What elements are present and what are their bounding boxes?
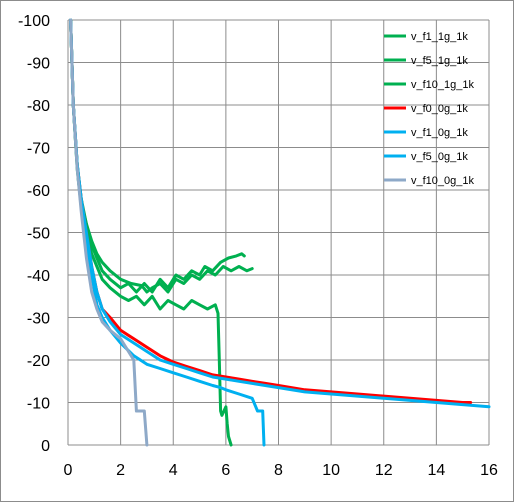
x-tick-label: 0 [64, 462, 73, 479]
y-tick-label: -10 [27, 396, 50, 413]
legend-entry: v_f5_0g_1k [384, 151, 468, 163]
y-tick-label: -70 [27, 141, 50, 158]
legend-label: v_f5_1g_1k [411, 55, 468, 67]
x-tick-label: 8 [274, 462, 283, 479]
y-tick-label: 0 [41, 438, 50, 455]
legend-entry: v_f10_0g_1k [384, 175, 474, 187]
x-tick-label: 12 [375, 462, 393, 479]
series-line-v-f10-1g-1k [69, 18, 233, 447]
legend-label: v_f1_1g_1k [411, 31, 468, 43]
y-tick-label: -20 [27, 353, 50, 370]
legend-label: v_f5_0g_1k [411, 151, 468, 163]
legend-entry: v_f1_0g_1k [384, 127, 468, 139]
series-lines [69, 18, 491, 447]
series-line-v-f5-1g-1k [69, 18, 246, 294]
legend-entry: v_f1_1g_1k [384, 31, 468, 43]
legend-label: v_f0_0g_1k [411, 103, 468, 115]
y-tick-label: -100 [18, 13, 50, 30]
x-tick-label: 2 [116, 462, 125, 479]
x-tick-label: 6 [221, 462, 230, 479]
x-tick-label: 4 [169, 462, 178, 479]
legend-label: v_f10_1g_1k [411, 79, 474, 91]
y-tick-label: -80 [27, 98, 50, 115]
y-tick-label: -60 [27, 183, 50, 200]
legend-label: v_f1_0g_1k [411, 127, 468, 139]
legend-entry: v_f10_1g_1k [384, 79, 474, 91]
x-tick-label: 16 [480, 462, 498, 479]
x-tick-label: 14 [427, 462, 445, 479]
legend: v_f1_1g_1k v_f5_1g_1k v_f10_1g_1k v_f0_0g_1… [384, 31, 474, 187]
legend-entry: v_f5_1g_1k [384, 55, 468, 67]
axes [67, 20, 489, 446]
tick-labels: 0 2 4 6 8 10 12 14 16-100-90-80-70-60-50-40-30-2… [18, 13, 498, 479]
y-tick-label: -30 [27, 311, 50, 328]
legend-label: v_f10_0g_1k [411, 175, 474, 187]
y-tick-label: -90 [27, 56, 50, 73]
series-line-v-f10-0g-1k [69, 18, 149, 447]
series-line-v-f5-0g-1k [69, 18, 266, 447]
y-tick-label: -50 [27, 226, 50, 243]
x-tick-label: 10 [322, 462, 340, 479]
legend-entry: v_f0_0g_1k [384, 103, 468, 115]
y-tick-label: -40 [27, 268, 50, 285]
